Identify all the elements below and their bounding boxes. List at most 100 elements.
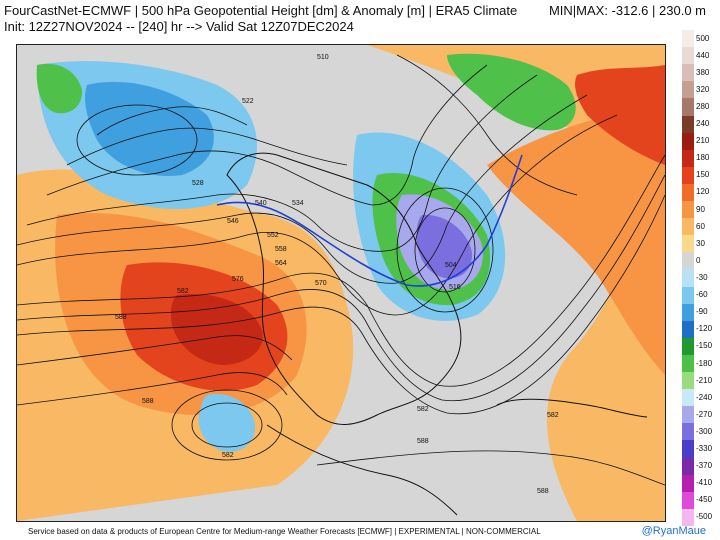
colorbar-label: 500 — [696, 33, 710, 43]
anomaly-cool-alaska-2 — [85, 81, 214, 176]
colorbar-label: -90 — [696, 307, 708, 317]
colorbar-label: -210 — [696, 375, 713, 385]
colorbar-entry: -30 — [680, 269, 720, 287]
colorbar-entry: -120 — [680, 320, 720, 338]
contour-label: 540 — [255, 200, 267, 207]
height-contours — [17, 54, 665, 486]
colorbar-label: -270 — [696, 409, 713, 419]
colorbar-entry: 120 — [680, 183, 720, 202]
colorbar-swatch — [682, 491, 694, 509]
anomaly-cutoff-low — [198, 394, 256, 452]
colorbar-entry: -450 — [680, 491, 720, 509]
colorbar-label: 280 — [696, 101, 710, 111]
colorbar-entry: -60 — [680, 286, 720, 304]
contour-label: 522 — [242, 98, 254, 105]
colorbar-entry: 150 — [680, 166, 720, 184]
colorbar-swatch — [682, 166, 694, 184]
colorbar-swatch — [682, 98, 694, 116]
colorbar-entry: 320 — [680, 81, 720, 99]
contour-label: 576 — [232, 276, 244, 283]
anomaly-cool-greenland — [447, 53, 576, 131]
contour-label: 582 — [222, 452, 234, 459]
colorbar-label: 30 — [696, 238, 705, 248]
colorbar-swatch — [682, 286, 694, 304]
anomaly-colorbar: 500 440 380 320 280 240 210 180 150 120 90 60 30 0 -30… — [680, 30, 720, 526]
colorbar-entry: -210 — [680, 372, 720, 390]
colorbar-entry: -330 — [680, 440, 720, 458]
colorbar-label: 60 — [696, 221, 705, 231]
colorbar-swatch — [682, 354, 694, 373]
contour-label: 588 — [142, 398, 154, 405]
contour-label: 588 — [417, 438, 429, 445]
colorbar-label: -240 — [696, 392, 713, 402]
colorbar-label: 380 — [696, 67, 710, 77]
colorbar-entry: 90 — [680, 201, 720, 219]
anomaly-cool-siberia — [36, 63, 83, 114]
contour-label: 588 — [115, 314, 127, 321]
colorbar-entry: -270 — [680, 406, 720, 424]
colorbar-label: -120 — [696, 324, 713, 334]
colorbar-swatch — [682, 81, 694, 99]
colorbar-swatch — [682, 406, 694, 424]
colorbar-swatch — [682, 218, 694, 236]
anomaly-ridge-max — [170, 294, 263, 365]
colorbar-entry: -410 — [680, 474, 720, 492]
colorbar-swatch — [682, 149, 694, 167]
colorbar-swatch — [682, 372, 694, 390]
contour-label: 516 — [449, 284, 461, 291]
colorbar-label: 150 — [696, 170, 710, 180]
colorbar-entry: 240 — [680, 115, 720, 133]
colorbar-swatch — [682, 457, 694, 475]
contour-label: 546 — [227, 218, 239, 225]
colorbar-label: 210 — [696, 136, 710, 146]
colorbar-label: -150 — [696, 341, 713, 351]
colorbar-entry: 280 — [680, 98, 720, 116]
colorbar-label: 90 — [696, 204, 705, 214]
colorbar-swatch — [682, 252, 694, 270]
colorbar-swatch — [682, 235, 694, 253]
colorbar-swatch — [682, 30, 694, 48]
colorbar-label: 440 — [696, 50, 710, 60]
colorbar-label: 240 — [696, 119, 710, 129]
colorbar-swatch — [682, 303, 694, 321]
colorbar-label: -30 — [696, 272, 708, 282]
colorbar-swatch — [682, 389, 694, 407]
dm-540-line — [216, 154, 523, 287]
colorbar-swatch — [682, 508, 694, 526]
colorbar-swatch — [682, 320, 694, 338]
colorbar-entry: 440 — [680, 47, 720, 65]
contour-label: 558 — [275, 246, 287, 253]
colorbar-swatch — [682, 115, 694, 133]
contour-label: 570 — [315, 280, 327, 287]
contour-label: 582 — [417, 406, 429, 413]
contour-label: 528 — [192, 180, 204, 187]
colorbar-entry: -300 — [680, 423, 720, 441]
author-handle[interactable]: @RyanMaue — [641, 525, 706, 537]
colorbar-label: 120 — [696, 187, 710, 197]
colorbar-swatch — [682, 47, 694, 65]
colorbar-label: -500 — [696, 512, 713, 522]
colorbar-label: -330 — [696, 444, 713, 454]
contour-label: 564 — [275, 260, 287, 267]
colorbar-entry: -90 — [680, 303, 720, 321]
anomaly-warm-atlantic-3 — [575, 65, 665, 165]
colorbar-swatch — [682, 269, 694, 287]
colorbar-entry: 0 — [680, 252, 720, 270]
colorbar-entry: -500 — [680, 508, 720, 526]
colorbar-swatch — [682, 440, 694, 458]
colorbar-swatch — [682, 423, 694, 441]
colorbar-entry: 60 — [680, 218, 720, 236]
contour-label: 588 — [537, 488, 549, 495]
contour-label: 582 — [177, 288, 189, 295]
colorbar-entry: 30 — [680, 235, 720, 253]
colorbar-label: -60 — [696, 290, 708, 300]
contour-label-group: 510 522 528 540 546 552 558 564 570 576 … — [115, 54, 559, 495]
colorbar-entry: 180 — [680, 149, 720, 167]
colorbar-label: -410 — [696, 478, 713, 488]
header: FourCastNet-ECMWF | 500 hPa Geopotential… — [0, 0, 720, 44]
colorbar-swatch — [682, 132, 694, 150]
central-america-outline — [266, 424, 458, 516]
colorbar-entry: 210 — [680, 132, 720, 150]
colorbar-swatch — [682, 337, 694, 355]
attribution-text: Service based on data & products of Euro… — [28, 527, 541, 536]
